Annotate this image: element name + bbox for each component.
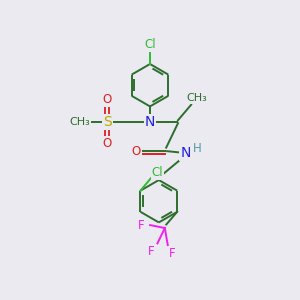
- Text: Cl: Cl: [144, 38, 156, 51]
- Text: O: O: [103, 93, 112, 106]
- Text: F: F: [138, 219, 145, 232]
- Text: F: F: [169, 247, 175, 260]
- Text: N: N: [145, 115, 155, 129]
- Text: N: N: [180, 146, 190, 160]
- Text: F: F: [148, 245, 155, 258]
- Text: CH₃: CH₃: [187, 93, 208, 103]
- Text: CH₃: CH₃: [69, 117, 90, 127]
- Text: Cl: Cl: [152, 166, 164, 179]
- Text: O: O: [131, 145, 141, 158]
- Text: S: S: [103, 115, 112, 129]
- Text: O: O: [103, 137, 112, 150]
- Text: H: H: [193, 142, 202, 155]
